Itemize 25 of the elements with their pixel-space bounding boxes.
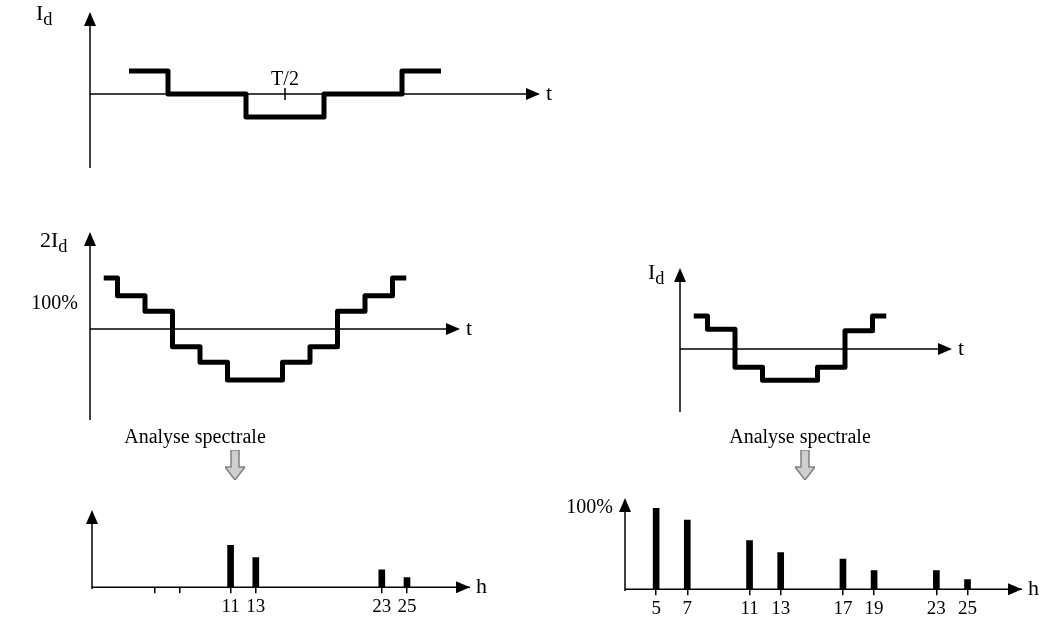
text: 100%	[31, 290, 78, 313]
x-tick-label: 23	[926, 596, 946, 618]
x-axis-title: h	[476, 572, 487, 598]
x-tick-label: 25	[958, 596, 978, 618]
y-axis-title: I$_{d}$	[36, 0, 53, 31]
y-axis-title: I$_{d}$	[648, 259, 665, 290]
text: Analyse spectrale	[728, 425, 872, 448]
x-tick-label: 11	[740, 596, 759, 618]
x-axis-title: t	[466, 314, 473, 340]
x-tick-label: 23	[372, 594, 392, 616]
text: 100%	[566, 495, 613, 518]
annotation: T/2	[271, 67, 299, 90]
x-tick-label: 25	[397, 594, 417, 616]
x-tick-label: 5	[651, 596, 661, 618]
x-tick-label: 7	[682, 596, 693, 618]
x-tick-label: 11	[221, 594, 240, 616]
x-tick-label: 13	[246, 594, 266, 616]
y-axis-title: 2I$_{d}$	[40, 227, 68, 258]
x-axis-title: h	[1028, 574, 1039, 600]
text: Analyse spectrale	[123, 425, 267, 448]
x-tick-label: 13	[771, 596, 791, 618]
x-axis-title: t	[958, 334, 965, 360]
x-tick-label: 17	[833, 596, 853, 618]
x-tick-label: 19	[864, 596, 884, 618]
x-axis-title: t	[546, 79, 553, 105]
